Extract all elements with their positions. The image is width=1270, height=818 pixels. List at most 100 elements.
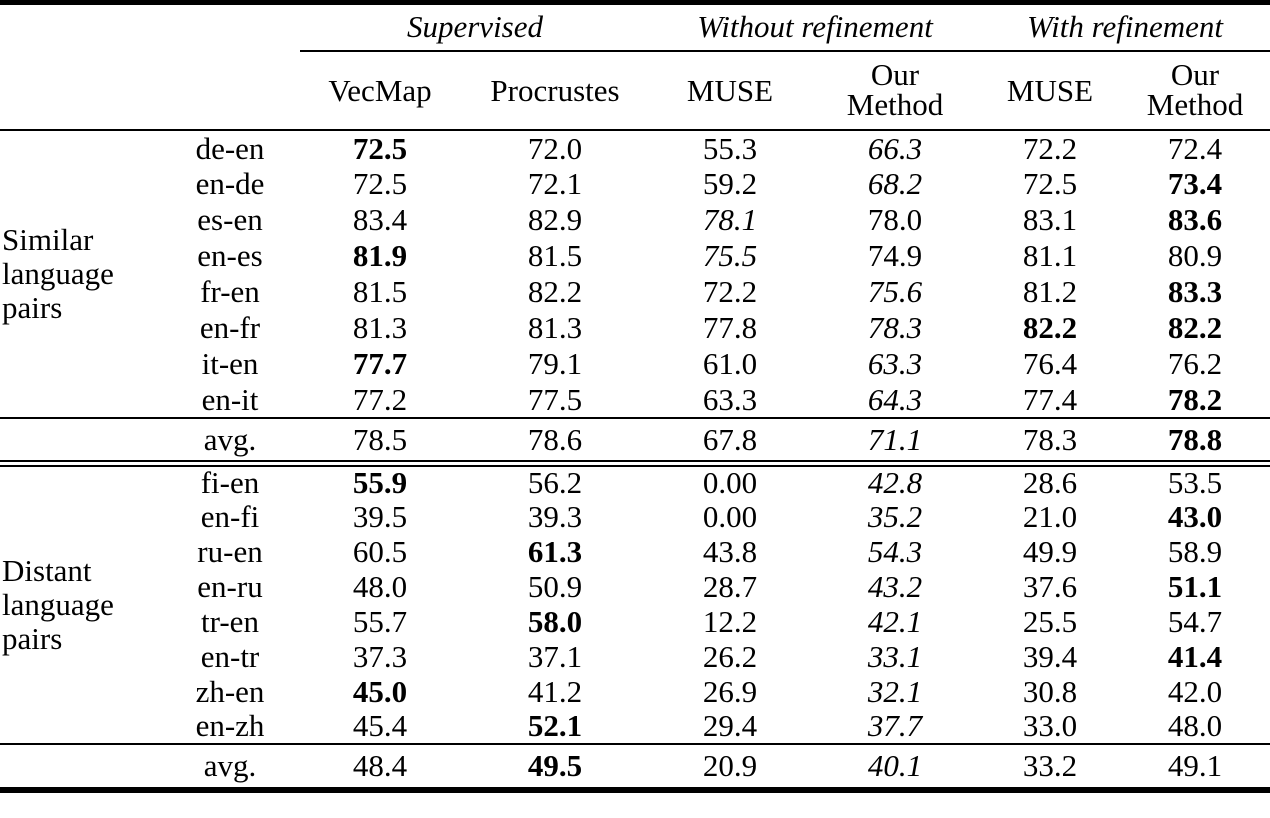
avg-label: avg. [160,416,300,467]
value-cell: 37.7 [867,708,923,743]
language-pair-label: tr-en [201,603,259,639]
value-cell: 68.2 [867,166,923,201]
header-our-method-with: Our Method [1120,50,1270,131]
value-cell: 82.2 [1022,310,1078,345]
value-cell: 81.1 [1022,238,1078,273]
value-cell: 81.2 [1022,274,1078,309]
value-cell: 58.9 [1167,533,1223,569]
table-row: ru-en 60.5 61.3 43.8 54.3 49.9 58.9 [0,534,1270,569]
value-cell: 43.2 [867,568,923,604]
value-cell: 55.7 [352,603,408,639]
language-pair-label: en-de [195,166,265,201]
value-cell: 37.3 [352,638,408,674]
value-cell: 72.5 [1022,166,1078,201]
value-cell: 48.0 [352,568,408,604]
avg-value-cell: 71.1 [810,416,980,467]
value-cell: 75.5 [702,238,758,273]
value-cell: 50.9 [527,568,583,604]
table-row: en-ru 48.0 50.9 28.7 43.2 37.6 51.1 [0,569,1270,604]
value-cell: 82.2 [527,274,583,309]
avg-label: avg. [160,742,300,790]
value-cell: 82.9 [527,202,583,237]
value-cell: 49.9 [1022,533,1078,569]
table-row: en-de 72.5 72.1 59.2 68.2 72.5 73.4 [0,166,1270,202]
value-cell: 83.3 [1167,274,1223,309]
empty-cell [0,742,160,790]
table-row: en-fr 81.3 81.3 77.8 78.3 82.2 82.2 [0,310,1270,346]
empty-cell [0,416,160,467]
table-row: en-tr 37.3 37.1 26.2 33.1 39.4 41.4 [0,639,1270,674]
value-cell: 37.1 [527,638,583,674]
table-row: en-zh 45.4 52.1 29.4 37.7 33.0 48.0 [0,709,1270,744]
value-cell: 72.5 [352,130,408,166]
corner-empty-cell [0,3,300,51]
value-cell: 42.0 [1167,673,1223,709]
value-cell: 76.4 [1022,346,1078,381]
value-cell: 32.1 [867,673,923,709]
value-cell: 61.0 [702,346,758,381]
avg-value-cell: 78.6 [460,416,650,467]
value-cell: 72.2 [702,274,758,309]
value-cell: 73.4 [1167,166,1223,201]
header-our-method-without-label: Our Method [846,57,944,122]
table-row: zh-en 45.0 41.2 26.9 32.1 30.8 42.0 [0,674,1270,709]
value-cell: 42.8 [867,465,923,501]
avg-value-cell: 67.8 [650,416,810,467]
language-pair-label: en-zh [195,708,265,743]
header-muse-with: MUSE [980,50,1120,131]
value-cell: 81.3 [352,310,408,345]
row-group-label: Distant language pairs [2,552,114,656]
value-cell: 79.1 [527,346,583,381]
value-cell: 0.00 [702,465,758,501]
avg-value-cell: 49.1 [1120,742,1270,790]
average-row: avg. 78.5 78.6 67.8 71.1 78.3 78.8 [0,416,1270,467]
language-pair-label: fr-en [200,274,260,309]
table-row: es-en 83.4 82.9 78.1 78.0 83.1 83.6 [0,202,1270,238]
value-cell: 41.4 [1167,638,1223,674]
value-cell: 30.8 [1022,673,1078,709]
value-cell: 37.6 [1022,568,1078,604]
language-pair-label: en-ru [197,568,263,604]
value-cell: 39.4 [1022,638,1078,674]
value-cell: 60.5 [352,533,408,569]
language-pair-label: en-it [201,381,259,417]
distant-language-pairs-section: Distant language pairs fi-en 55.9 56.2 0.00 4… [0,464,1270,790]
table-row: en-es 81.9 81.5 75.5 74.9 81.1 80.9 [0,238,1270,274]
results-table: Supervised Without refinement With refin… [0,0,1270,793]
avg-value-cell: 78.8 [1120,416,1270,467]
value-cell: 51.1 [1167,568,1223,604]
value-cell: 58.0 [527,603,583,639]
similar-language-pairs-section: Similar language pairs de-en 72.5 72.0 55.3 6… [0,130,1270,467]
value-cell: 63.3 [867,346,923,381]
value-cell: 54.7 [1167,603,1223,639]
language-pair-label: ru-en [197,533,263,569]
group-header-with-refinement: With refinement [980,2,1270,52]
value-cell: 82.2 [1167,310,1223,345]
value-cell: 66.3 [867,130,923,166]
value-cell: 59.2 [702,166,758,201]
language-pair-label: zh-en [195,673,265,709]
header-vecmap: VecMap [300,50,460,131]
language-pair-label: en-fi [200,498,260,534]
table-row: Similar language pairs de-en 72.5 72.0 55.3 6… [0,130,1270,325]
value-cell: 0.00 [702,498,758,534]
group-header-supervised: Supervised [300,2,650,52]
value-cell: 26.2 [702,638,758,674]
value-cell: 12.2 [702,603,758,639]
value-cell: 56.2 [527,465,583,501]
table-row: it-en 77.7 79.1 61.0 63.3 76.4 76.2 [0,346,1270,382]
value-cell: 33.0 [1022,708,1078,743]
avg-value-cell: 49.5 [460,742,650,790]
value-cell: 76.2 [1167,346,1223,381]
value-cell: 35.2 [867,498,923,534]
value-cell: 26.9 [702,673,758,709]
value-cell: 39.3 [527,498,583,534]
value-cell: 77.2 [352,381,408,417]
value-cell: 55.9 [352,465,408,501]
value-cell: 28.6 [1022,465,1078,501]
value-cell: 45.0 [352,673,408,709]
language-pair-label: en-es [197,238,263,273]
value-cell: 77.7 [352,346,408,381]
table-row: en-fi 39.5 39.3 0.00 35.2 21.0 43.0 [0,499,1270,534]
value-cell: 78.3 [867,310,923,345]
